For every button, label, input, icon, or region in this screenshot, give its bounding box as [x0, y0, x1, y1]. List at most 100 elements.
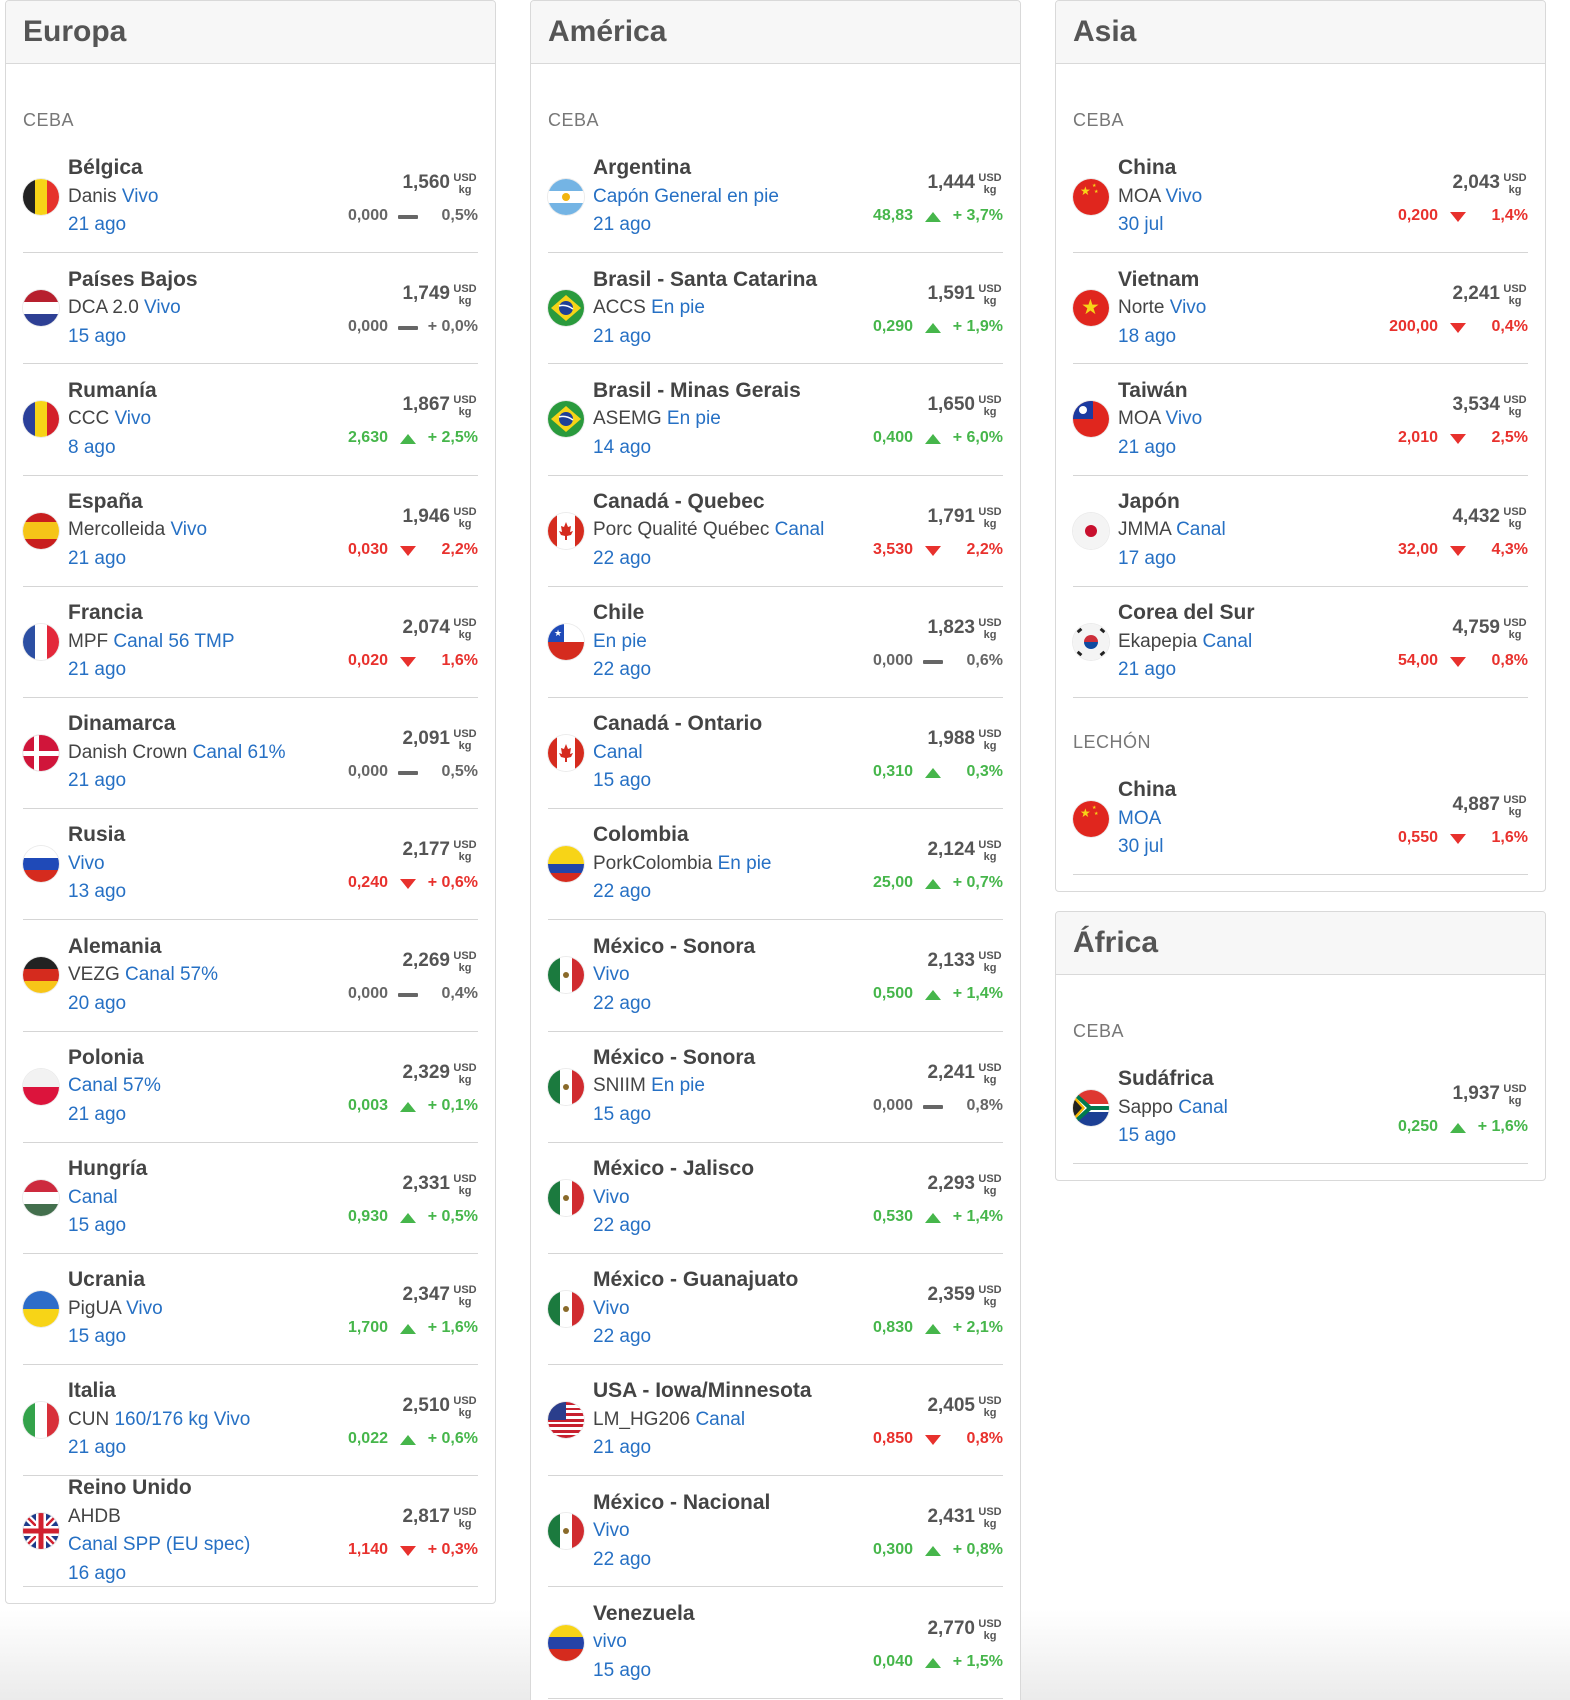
date-link[interactable]: 30 jul	[1118, 214, 1164, 236]
price-row[interactable]: México - Sonora Vivo 22 ago 2,133 USD kg 0,500…	[548, 920, 1003, 1032]
product-type-link[interactable]: Vivo	[1169, 297, 1207, 319]
product-type-link[interactable]: En pie	[666, 408, 721, 430]
product-type-link[interactable]: Vivo	[593, 1186, 630, 1208]
price-row[interactable]: Francia MPF Canal 56 TMP 21 ago 2,074 USD kg 0…	[23, 587, 478, 698]
country-name[interactable]: Japón	[1118, 489, 1180, 513]
product-type-link[interactable]: vivo	[593, 1631, 627, 1653]
product-type-link[interactable]: Capón General en pie	[593, 185, 779, 207]
country-name[interactable]: Italia	[68, 1379, 116, 1403]
country-name[interactable]: México - Guanajuato	[593, 1268, 799, 1292]
date-link[interactable]: 21 ago	[593, 214, 652, 236]
country-name[interactable]: Colombia	[593, 823, 689, 847]
country-name[interactable]: Venezuela	[593, 1601, 695, 1625]
country-name[interactable]: USA - Iowa/Minnesota	[593, 1379, 812, 1403]
country-name[interactable]: Dinamarca	[68, 712, 176, 736]
date-link[interactable]: 15 ago	[593, 770, 652, 792]
date-link[interactable]: 16 ago	[68, 1562, 127, 1584]
price-row[interactable]: Argentina Capón General en pie 21 ago 1,444…	[548, 142, 1003, 254]
price-row[interactable]: México - Nacional Vivo 22 ago 2,431 USD kg 0,3…	[548, 1476, 1003, 1588]
product-type-link[interactable]: Canal	[593, 741, 643, 763]
country-name[interactable]: Rumanía	[68, 378, 157, 402]
date-link[interactable]: 22 ago	[593, 1215, 652, 1237]
country-name[interactable]: Hungría	[68, 1157, 148, 1181]
product-type-link[interactable]: Canal	[1178, 1096, 1228, 1118]
date-link[interactable]: 18 ago	[1118, 325, 1177, 347]
product-type-link[interactable]: Vivo	[1165, 408, 1203, 430]
price-row[interactable]: ★ Vietnam Norte Vivo 18 ago 2,241 USD kg 200,00…	[1073, 253, 1528, 365]
country-name[interactable]: Brasil - Minas Gerais	[593, 378, 801, 402]
date-link[interactable]: 21 ago	[68, 1103, 127, 1125]
product-type-link[interactable]: MOA	[1118, 807, 1162, 829]
country-name[interactable]: Sudáfrica	[1118, 1067, 1214, 1091]
country-name[interactable]: China	[1118, 778, 1177, 802]
price-row[interactable]: Italia CUN 160/176 kg Vivo 21 ago 2,510 USD k…	[23, 1365, 478, 1477]
date-link[interactable]: 22 ago	[593, 881, 652, 903]
date-link[interactable]: 15 ago	[68, 1326, 127, 1348]
price-row[interactable]: Colombia PorkColombia En pie 22 ago 2,124 US…	[548, 809, 1003, 921]
product-type-link[interactable]: Vivo	[593, 964, 630, 986]
product-type-link[interactable]: Canal	[1176, 519, 1226, 541]
product-type-link[interactable]: Vivo	[126, 1297, 163, 1319]
date-link[interactable]: 22 ago	[593, 1548, 652, 1570]
price-row[interactable]: Venezuela vivo 15 ago 2,770 USD kg 0,040 + 1,5%	[548, 1587, 1003, 1699]
price-row[interactable]: Países Bajos DCA 2.0 Vivo 15 ago 1,749 USD kg…	[23, 253, 478, 365]
product-type-link[interactable]: Canal SPP (EU spec)	[68, 1534, 251, 1556]
country-name[interactable]: México - Sonora	[593, 934, 756, 958]
country-name[interactable]: México - Jalisco	[593, 1157, 755, 1181]
country-name[interactable]: Francia	[68, 601, 143, 625]
price-row[interactable]: Canadá - Quebec Porc Qualité Québec Canal…	[548, 476, 1003, 587]
price-row[interactable]: USA - Iowa/Minnesota LM_HG206 Canal 21 ago…	[548, 1365, 1003, 1477]
country-name[interactable]: Chile	[593, 601, 645, 625]
product-type-link[interactable]: Vivo	[593, 1520, 630, 1542]
price-row[interactable]: Polonia Canal 57% 21 ago 2,329 USD kg 0,003 + 0…	[23, 1032, 478, 1143]
date-link[interactable]: 22 ago	[593, 547, 652, 569]
date-link[interactable]: 15 ago	[68, 325, 127, 347]
country-name[interactable]: Reino Unido	[68, 1476, 192, 1500]
price-row[interactable]: Canadá - Ontario Canal 15 ago 1,988 USD kg 0,3…	[548, 698, 1003, 810]
product-type-link[interactable]: Canal	[68, 1186, 118, 1208]
date-link[interactable]: 21 ago	[68, 770, 127, 792]
product-type-link[interactable]: Canal 57%	[68, 1075, 161, 1097]
date-link[interactable]: 21 ago	[593, 325, 652, 347]
price-row[interactable]: México - Sonora SNIIM En pie 15 ago 2,241 US…	[548, 1032, 1003, 1143]
price-row[interactable]: México - Jalisco Vivo 22 ago 2,293 USD kg 0,53…	[548, 1143, 1003, 1254]
country-name[interactable]: Países Bajos	[68, 267, 198, 291]
country-name[interactable]: Bélgica	[68, 156, 143, 180]
price-row[interactable]: ★ ★ ★ China MOA Vivo 30 jul 2,043 USD kg 0,200 1,4…	[1073, 142, 1528, 254]
price-row[interactable]: ★ Chile En pie 22 ago 1,823 USD kg 0,000 0,6%	[548, 587, 1003, 698]
price-row[interactable]: Ucrania PigUA Vivo 15 ago 2,347 USD kg 1,700 + …	[23, 1254, 478, 1366]
product-type-link[interactable]: Canal	[774, 519, 825, 541]
country-name[interactable]: Polonia	[68, 1045, 144, 1069]
price-row[interactable]: Rumanía CCC Vivo 8 ago 1,867 USD kg 2,630 + 2,5…	[23, 364, 478, 476]
date-link[interactable]: 15 ago	[593, 1103, 652, 1125]
country-name[interactable]: Taiwán	[1118, 378, 1188, 402]
date-link[interactable]: 21 ago	[1118, 436, 1177, 458]
date-link[interactable]: 21 ago	[1118, 659, 1177, 681]
price-row[interactable]: Brasil - Minas Gerais ASEMG En pie 14 ago 1…	[548, 364, 1003, 476]
country-name[interactable]: Alemania	[68, 934, 162, 958]
price-row[interactable]: España Mercolleida Vivo 21 ago 1,946 USD kg 0,…	[23, 476, 478, 587]
country-name[interactable]: Corea del Sur	[1118, 601, 1255, 625]
price-row[interactable]: Taiwán MOA Vivo 21 ago 3,534 USD kg 2,010 2,5%	[1073, 364, 1528, 476]
country-name[interactable]: Canadá - Quebec	[593, 489, 765, 513]
date-link[interactable]: 30 jul	[1118, 836, 1164, 858]
price-row[interactable]: Corea del Sur Ekapepia Canal 21 ago 4,759 US…	[1073, 587, 1528, 698]
product-type-link[interactable]: En pie	[651, 1075, 705, 1097]
price-row[interactable]: Bélgica Danis Vivo 21 ago 1,560 USD kg 0,000 0,…	[23, 142, 478, 254]
date-link[interactable]: 21 ago	[68, 547, 127, 569]
product-type-link[interactable]: Vivo	[121, 185, 159, 207]
product-type-link[interactable]: 160/176 kg Vivo	[114, 1408, 251, 1430]
date-link[interactable]: 22 ago	[593, 1326, 652, 1348]
product-type-link[interactable]: En pie	[593, 630, 647, 652]
date-link[interactable]: 15 ago	[1118, 1125, 1177, 1147]
price-row[interactable]: Alemania VEZG Canal 57% 20 ago 2,269 USD kg 0,…	[23, 920, 478, 1032]
country-name[interactable]: Canadá - Ontario	[593, 712, 763, 736]
country-name[interactable]: Ucrania	[68, 1268, 146, 1292]
date-link[interactable]: 15 ago	[593, 1659, 652, 1681]
date-link[interactable]: 21 ago	[68, 214, 127, 236]
product-type-link[interactable]: Vivo	[1165, 185, 1203, 207]
country-name[interactable]: Argentina	[593, 156, 692, 180]
date-link[interactable]: 8 ago	[68, 436, 116, 458]
date-link[interactable]: 13 ago	[68, 881, 127, 903]
date-link[interactable]: 20 ago	[68, 992, 127, 1014]
